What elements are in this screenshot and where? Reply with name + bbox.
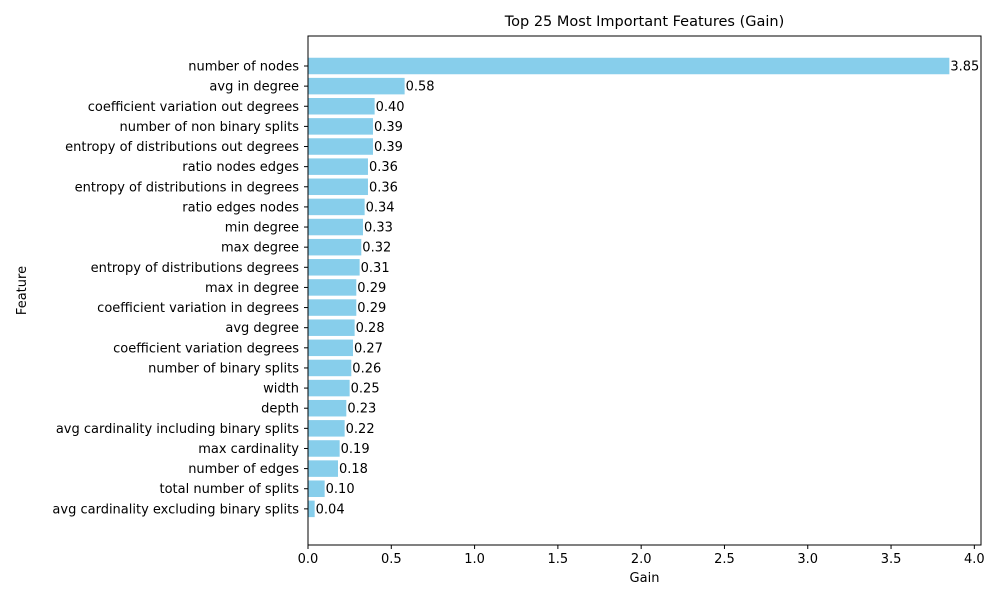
bar-value-label: 0.19 — [341, 442, 370, 457]
x-tick-label: 0.0 — [298, 552, 319, 567]
bar — [308, 299, 357, 316]
bar — [308, 460, 338, 477]
y-tick-label: number of non binary splits — [120, 120, 300, 135]
bar-value-label: 3.85 — [950, 60, 979, 75]
bar — [308, 238, 362, 256]
x-tick-label: 1.5 — [548, 552, 569, 567]
bar — [308, 420, 345, 437]
y-tick-label: avg in degree — [209, 80, 299, 95]
bar — [308, 480, 325, 497]
y-tick-label: max degree — [221, 241, 299, 256]
y-tick-label: avg degree — [225, 321, 299, 336]
y-tick-label: number of nodes — [188, 60, 299, 75]
bar — [308, 77, 405, 95]
x-tick-label: 2.0 — [631, 552, 652, 567]
x-tick-label: 1.0 — [464, 552, 485, 567]
bar-value-label: 0.58 — [406, 80, 435, 95]
plot-frame — [307, 35, 982, 546]
bar-value-label: 0.39 — [374, 140, 403, 155]
y-tick-label: avg cardinality including binary splits — [56, 422, 299, 437]
bar-value-label: 0.40 — [376, 100, 405, 115]
bar — [308, 178, 368, 196]
bar-value-label: 0.32 — [362, 241, 391, 256]
bar — [308, 500, 315, 518]
bar-value-label: 0.36 — [369, 180, 398, 195]
y-tick-label: width — [263, 382, 299, 397]
bar-value-label: 0.27 — [354, 341, 383, 356]
bar — [308, 57, 950, 75]
bar-value-label: 0.31 — [361, 261, 390, 276]
y-tick-label: total number of splits — [159, 482, 299, 497]
y-axis-label: Feature — [15, 266, 30, 315]
x-tick-label: 3.5 — [881, 552, 902, 567]
value-labels-layer: 3.85 0.580.40 0.39 0.39 0.36 0.36 0.34 0.33 0.32… — [316, 60, 980, 518]
bar — [308, 319, 355, 336]
bar-value-label: 0.29 — [357, 281, 386, 296]
bar-value-label: 0.34 — [366, 200, 395, 215]
chart-title: Top 25 Most Important Features (Gain) — [504, 14, 784, 30]
bar — [308, 98, 375, 115]
x-tick-label: 3.0 — [797, 552, 818, 567]
x-tick-label: 2.5 — [714, 552, 735, 567]
y-tick-label: coefficient variation in degrees — [97, 301, 299, 316]
bar — [308, 339, 353, 357]
y-tick-label: ratio nodes edges — [182, 160, 299, 175]
y-tick-label: coefficient variation out degrees — [88, 100, 299, 115]
y-tick-label: max in degree — [205, 281, 299, 296]
bar-value-label: 0.29 — [357, 301, 386, 316]
x-tick-label: 4.0 — [964, 552, 985, 567]
y-tick-label: number of binary splits — [148, 361, 299, 376]
bar — [308, 118, 373, 135]
y-tick-label: entropy of distributions out degrees — [65, 140, 299, 155]
bar — [308, 259, 360, 276]
bar — [308, 440, 340, 457]
y-tick-label: entropy of distributions degrees — [91, 261, 300, 276]
bar-value-label: 0.33 — [364, 221, 393, 236]
y-tick-label: ratio edges nodes — [182, 200, 299, 215]
x-tick-label: 0.5 — [381, 552, 402, 567]
bar — [308, 279, 357, 296]
bar-value-label: 0.25 — [351, 382, 380, 397]
y-tick-label: coefficient variation degrees — [113, 341, 299, 356]
y-tick-label: max cardinality — [198, 442, 299, 457]
y-tick-label: entropy of distributions in degrees — [75, 180, 300, 195]
bar — [308, 158, 368, 175]
bar-value-label: 0.39 — [374, 120, 403, 135]
bar-value-label: 0.26 — [352, 361, 381, 376]
bar-value-label: 0.04 — [316, 502, 345, 517]
bar — [308, 138, 373, 155]
bar-value-label: 0.18 — [339, 462, 368, 477]
bar — [308, 359, 352, 377]
bar-value-label: 0.10 — [326, 482, 355, 497]
bar — [308, 218, 363, 236]
y-tick-label: number of edges — [188, 462, 299, 477]
bar — [308, 379, 350, 397]
bar — [308, 198, 365, 216]
bar — [308, 399, 347, 417]
y-tick-label: depth — [261, 402, 299, 417]
x-axis-label: Gain — [630, 571, 660, 586]
y-tick-label: avg cardinality excluding binary splits — [52, 502, 299, 517]
x-axis: 0.0 0.5 1.0 1.5 2.0 2.5 3.0 3.5 4.0 — [298, 545, 985, 567]
bar-value-label: 0.36 — [369, 160, 398, 175]
bar-value-label: 0.28 — [356, 321, 385, 336]
bars-layer — [308, 57, 950, 518]
y-tick-label: min degree — [225, 221, 299, 236]
y-axis: number of nodes avg in degree coefficient … — [52, 60, 308, 517]
bar-value-label: 0.22 — [346, 422, 375, 437]
bar-value-label: 0.23 — [347, 402, 376, 417]
